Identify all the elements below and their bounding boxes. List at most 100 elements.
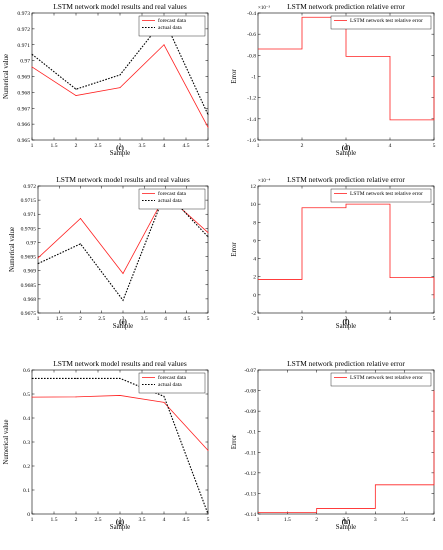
y-tick-label: 0.972	[23, 184, 36, 190]
legend-box	[138, 188, 206, 210]
data-point	[75, 88, 77, 90]
series-line-1	[258, 16, 435, 121]
legend: LSTM network test relative error	[330, 188, 432, 203]
x-tick-label: 3	[345, 143, 348, 149]
panel-caption: (f)	[343, 318, 351, 326]
y-tick-label: -0.13	[244, 491, 256, 497]
y-tick-label: -1.4	[247, 117, 256, 123]
x-tick-label: 3.5	[139, 143, 146, 149]
x-tick-label: 5	[433, 143, 436, 149]
y-tick-label: 0.97	[20, 59, 30, 65]
legend-label: actual data	[158, 382, 182, 388]
y-tick-label: 6	[253, 238, 256, 244]
data-point	[163, 44, 165, 46]
chart-middle-left: LSTM network model results and real valu…	[9, 175, 210, 330]
legend-box	[138, 372, 206, 394]
y-tick-label: 0.969	[23, 269, 36, 275]
y-axis-label: Error	[231, 434, 238, 449]
y-tick-label: -1.6	[247, 138, 256, 144]
panel-caption: (h)	[342, 518, 351, 526]
x-tick-label: 2	[75, 517, 78, 523]
legend: LSTM network test relative error	[330, 15, 432, 30]
y-tick-label: 0.969	[17, 75, 30, 81]
y-axis-label: Numerical value	[3, 419, 10, 464]
legend-box	[330, 188, 432, 203]
data-point	[37, 263, 39, 265]
data-point	[37, 257, 39, 259]
x-tick-label: 4	[389, 143, 392, 149]
data-point	[207, 114, 209, 116]
legend-label: forecast data	[158, 374, 186, 381]
x-tick-label: 4.5	[183, 316, 190, 322]
data-point	[119, 74, 121, 76]
x-axis-label: Sample	[113, 323, 133, 330]
data-point	[31, 66, 33, 68]
x-tick-label: 2.5	[98, 316, 105, 322]
x-tick-label: 4.5	[183, 517, 190, 523]
x-tick-label: 2	[75, 143, 78, 149]
y-tick-label: 0.6	[23, 368, 30, 374]
x-tick-label: 3	[374, 517, 377, 523]
x-axis-label: Sample	[336, 150, 356, 157]
x-tick-label: 1	[31, 143, 34, 149]
x-axis-label: Sample	[110, 524, 130, 531]
x-tick-label: 3	[119, 143, 122, 149]
series-line-1	[31, 44, 209, 128]
y-tick-label: 0.973	[17, 11, 30, 17]
legend-label: actual data	[158, 25, 182, 31]
data-point	[80, 217, 81, 219]
panel-caption: (d)	[342, 144, 351, 152]
y-tick-label: 0.97	[26, 240, 36, 246]
legend-label: forecast data	[158, 190, 186, 197]
x-tick-label: 1	[257, 517, 260, 523]
data-point	[119, 87, 121, 89]
legend-label: LSTM network test relative error	[350, 18, 423, 24]
y-tick-label: 0.2	[23, 464, 30, 470]
data-point	[80, 243, 81, 245]
x-tick-label: 1.5	[51, 517, 58, 523]
x-tick-label: 4	[389, 316, 392, 322]
x-tick-label: 2.5	[95, 517, 102, 523]
y-tick-label: 0.968	[23, 297, 36, 303]
series-line-1	[258, 203, 435, 299]
data-point	[31, 53, 33, 55]
data-point	[75, 95, 77, 97]
series-line-1	[258, 390, 435, 513]
y-tick-label: 0.9695	[21, 255, 37, 261]
legend-box	[330, 15, 432, 30]
data-point	[119, 394, 121, 396]
legend-label: actual data	[158, 198, 182, 204]
x-tick-label: 3.5	[139, 517, 146, 523]
x-tick-label: 1.5	[284, 517, 291, 523]
x-axis-label: Sample	[110, 150, 130, 157]
x-axis-label: Sample	[336, 524, 356, 531]
panel-caption: (c)	[116, 144, 124, 152]
y-tick-label: 0.966	[17, 122, 30, 128]
chart-bottom-right: LSTM network prediction relative error 1 1…	[231, 359, 436, 531]
y-tick-label: 0.3	[23, 440, 30, 446]
y-axis-label: Error	[231, 69, 238, 84]
y-tick-label: 8	[253, 220, 256, 226]
x-tick-label: 2.5	[343, 517, 350, 523]
data-point	[75, 396, 77, 398]
chart-title: LSTM network prediction relative error	[287, 2, 405, 11]
y-tick-label: -0.12	[244, 471, 256, 477]
y-tick-label: 10	[250, 202, 256, 208]
x-tick-label: 2.5	[95, 143, 102, 149]
chart-title: LSTM network model results and real valu…	[56, 175, 190, 184]
chart-top-right: LSTM network prediction relative error ×1…	[231, 2, 436, 157]
y-tick-label: -0.4	[247, 11, 256, 17]
x-tick-label: 2	[315, 517, 318, 523]
chart-middle-right: LSTM network prediction relative error ×1…	[231, 175, 436, 330]
x-tick-label: 5	[207, 143, 210, 149]
x-tick-label: 3	[345, 316, 348, 322]
x-tick-label: 5	[207, 517, 210, 523]
data-point	[207, 126, 209, 128]
x-tick-label: 1.5	[56, 316, 63, 322]
axis-exponent: ×10⁻⁴	[258, 178, 270, 184]
y-tick-label: 0.965	[17, 138, 30, 144]
plot-frame	[257, 369, 435, 515]
chart-bottom-left: LSTM network model results and real valu…	[3, 359, 210, 531]
